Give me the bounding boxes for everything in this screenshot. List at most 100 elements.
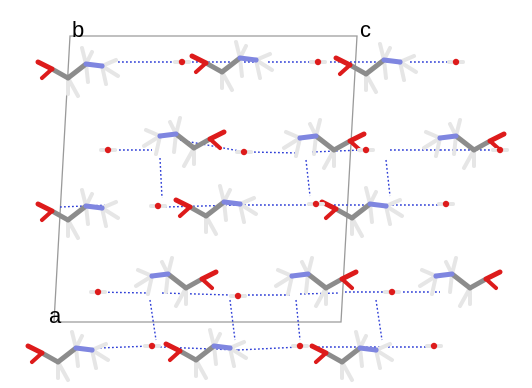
bond-stick <box>324 207 338 220</box>
bond-stick <box>358 346 364 368</box>
axis-label-b: b <box>72 17 84 42</box>
bond-stick <box>347 131 367 144</box>
oxygen-atom <box>388 288 396 296</box>
bond-stick <box>221 199 243 207</box>
molecule <box>25 330 110 382</box>
bond-stick <box>368 202 374 224</box>
bond-stick <box>100 64 120 78</box>
bond-stick <box>430 274 438 296</box>
bond-stick <box>200 277 214 290</box>
bond-stick <box>323 350 345 365</box>
bond-stick <box>173 131 197 151</box>
molecule <box>333 42 418 94</box>
bond-stick <box>65 61 89 81</box>
bond-stick <box>40 67 54 80</box>
bond-stick <box>172 132 178 154</box>
bond-stick <box>467 276 489 291</box>
bond-stick <box>222 200 228 222</box>
bond-stick <box>297 133 319 141</box>
bond-stick <box>191 136 213 151</box>
bond-stick <box>90 348 98 370</box>
bond-stick <box>349 201 373 221</box>
bond-stick <box>187 204 209 219</box>
bond-stick <box>168 349 182 362</box>
bond-stick <box>193 343 217 363</box>
nitrogen-atom <box>373 347 379 353</box>
bond-stick <box>182 146 196 168</box>
water-molecule <box>491 146 509 154</box>
bond-stick <box>331 138 353 153</box>
bond-stick <box>237 55 259 63</box>
molecule <box>418 256 503 308</box>
bond-stick <box>322 148 336 170</box>
bond-stick <box>314 286 328 308</box>
bond-stick <box>382 58 388 80</box>
bond-stick <box>347 62 369 77</box>
bond-stick <box>178 205 192 218</box>
water-molecule <box>99 146 117 154</box>
bond-stick <box>149 271 171 279</box>
oxygen-atom <box>452 58 460 66</box>
hydrogen-bond <box>385 159 391 197</box>
oxygen-atom <box>104 146 112 154</box>
bond-stick <box>134 274 154 288</box>
bond-stick <box>49 66 71 81</box>
bond-stick <box>487 131 507 144</box>
molecule <box>189 40 274 92</box>
bond-stick <box>384 204 404 218</box>
bond-stick <box>398 60 418 74</box>
axis-label-c: c <box>360 17 371 42</box>
molecule <box>282 118 367 170</box>
bond-stick <box>30 351 44 364</box>
bond-stick <box>452 134 458 156</box>
molecule <box>142 116 227 168</box>
bond-stick <box>194 358 208 380</box>
oxygen-atom <box>178 58 186 66</box>
bond-stick <box>207 129 227 142</box>
bond-stick <box>228 346 248 360</box>
water-molecule <box>309 58 327 66</box>
bond-stick <box>312 134 318 156</box>
bond-stick <box>199 269 219 282</box>
bond-stick <box>313 133 337 153</box>
bond-stick <box>90 348 110 362</box>
bond-stick <box>83 61 105 69</box>
bond-stick <box>462 148 476 170</box>
nitrogen-atom <box>149 273 155 279</box>
bond-stick <box>100 206 108 228</box>
bond-stick <box>66 76 80 98</box>
water-molecule <box>357 146 375 154</box>
bond-stick <box>338 63 352 76</box>
water-molecule <box>143 342 161 350</box>
bond-stick <box>238 56 244 78</box>
bond-stick <box>83 203 105 211</box>
bond-stick <box>305 271 329 291</box>
oxygen-atom <box>442 200 450 208</box>
bond-stick <box>40 209 54 222</box>
bond-stick <box>25 343 45 356</box>
molecule <box>422 118 507 170</box>
oxygen-atom <box>312 200 320 208</box>
bond-stick <box>274 274 294 288</box>
bond-stick <box>483 269 503 282</box>
bond-stick <box>164 272 170 294</box>
hydrogen-bond <box>237 346 301 351</box>
bond-stick <box>74 346 80 368</box>
water-molecule <box>291 342 309 350</box>
bond-stick <box>219 55 243 75</box>
bond-stick <box>449 271 473 291</box>
water-molecule <box>425 342 443 350</box>
water-molecule <box>307 200 325 208</box>
bond-stick <box>154 134 162 156</box>
bond-stick <box>39 350 61 365</box>
bond-stick <box>357 345 379 353</box>
molecule <box>134 256 219 308</box>
hydrogen-bond <box>375 299 383 341</box>
bond-stick <box>66 218 80 240</box>
bond-stick <box>84 204 90 226</box>
bond-stick <box>286 274 294 296</box>
oxygen-atom <box>496 146 504 154</box>
bond-stick <box>228 346 236 368</box>
nitrogen-atom <box>89 347 95 353</box>
